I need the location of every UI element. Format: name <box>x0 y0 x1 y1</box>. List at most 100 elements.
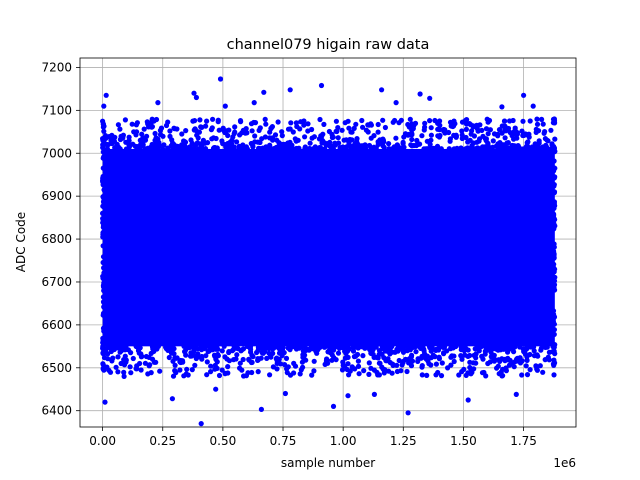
data-point <box>134 366 140 372</box>
data-point <box>220 141 226 147</box>
data-point <box>459 369 465 375</box>
data-point <box>458 145 464 151</box>
data-point <box>534 116 540 122</box>
data-point <box>322 146 328 152</box>
data-point <box>465 353 471 359</box>
y-tick-label: 7200 <box>41 60 72 74</box>
data-point <box>391 144 397 150</box>
x-tick-label: 0.25 <box>149 434 176 448</box>
data-point <box>400 349 407 355</box>
data-point <box>328 146 334 152</box>
data-point <box>551 357 557 363</box>
data-point <box>182 143 188 149</box>
data-point <box>427 118 433 124</box>
data-point <box>520 118 526 124</box>
data-point <box>438 146 444 152</box>
data-point <box>101 221 107 227</box>
data-point <box>190 352 196 358</box>
data-point <box>101 328 107 334</box>
data-point <box>101 187 107 193</box>
data-point <box>232 124 238 130</box>
data-point <box>255 344 261 350</box>
data-point <box>100 362 106 368</box>
x-tick-label: 0.75 <box>270 434 297 448</box>
data-point <box>422 120 428 126</box>
data-point <box>215 117 221 123</box>
data-point <box>551 265 557 271</box>
data-point <box>467 137 473 143</box>
data-point <box>503 368 509 374</box>
data-point <box>540 369 546 375</box>
data-point <box>127 364 133 370</box>
outlier-point <box>393 100 399 106</box>
data-point <box>272 132 279 138</box>
data-point <box>521 349 527 355</box>
data-point <box>238 119 244 125</box>
data-point <box>248 349 254 355</box>
data-point <box>357 344 363 350</box>
data-point <box>184 366 190 372</box>
data-point <box>551 327 558 333</box>
data-point <box>153 359 159 365</box>
data-point <box>198 345 204 351</box>
data-point <box>100 254 107 260</box>
data-point <box>300 352 306 358</box>
data-point <box>462 345 468 351</box>
data-point <box>214 365 220 371</box>
data-point <box>519 128 525 134</box>
data-point <box>485 131 491 137</box>
data-point <box>552 351 558 357</box>
y-tick-label: 6700 <box>41 275 72 289</box>
data-point <box>551 261 557 267</box>
data-point <box>399 362 405 368</box>
data-point <box>551 158 557 164</box>
data-point <box>514 135 520 141</box>
data-point <box>483 138 489 144</box>
x-tick-label: 1.00 <box>330 434 357 448</box>
data-point <box>117 343 124 349</box>
data-point <box>100 312 106 318</box>
data-point <box>411 142 417 149</box>
data-point <box>481 369 487 376</box>
data-point <box>185 372 191 378</box>
data-point <box>216 372 223 379</box>
outlier-point <box>258 406 264 412</box>
data-point <box>339 367 346 373</box>
y-tick-label: 6500 <box>41 361 72 375</box>
data-point <box>137 360 143 367</box>
data-point <box>484 343 490 349</box>
data-point <box>219 367 225 373</box>
data-point <box>100 338 106 344</box>
data-point <box>101 128 107 134</box>
data-point <box>321 121 327 127</box>
data-point <box>351 125 357 131</box>
data-point <box>267 372 273 378</box>
data-point <box>498 347 504 353</box>
data-point <box>411 123 417 129</box>
outlier-point <box>521 92 527 98</box>
data-point <box>380 366 386 372</box>
data-point <box>494 365 500 371</box>
x-axis-label: sample number <box>281 456 375 470</box>
data-point <box>469 369 475 375</box>
data-point <box>101 288 107 294</box>
data-point <box>551 372 557 378</box>
data-point <box>505 355 511 361</box>
data-point <box>285 126 292 132</box>
data-point <box>129 121 135 127</box>
data-point <box>487 127 493 133</box>
data-point <box>115 122 121 128</box>
data-point <box>100 284 107 290</box>
plot-frame <box>79 57 577 428</box>
data-point <box>368 122 374 128</box>
data-point <box>327 139 333 145</box>
data-point <box>349 137 355 143</box>
ticks-layer: 0.00 0.25 0.50 0.75 1.00 1.25 1.50 1.75 6400 6500… <box>41 60 536 448</box>
data-point <box>485 119 491 125</box>
data-point <box>143 353 149 360</box>
data-point <box>375 121 381 128</box>
data-point <box>301 118 307 124</box>
data-point <box>419 372 425 378</box>
data-point <box>133 122 139 128</box>
data-point <box>478 344 484 350</box>
